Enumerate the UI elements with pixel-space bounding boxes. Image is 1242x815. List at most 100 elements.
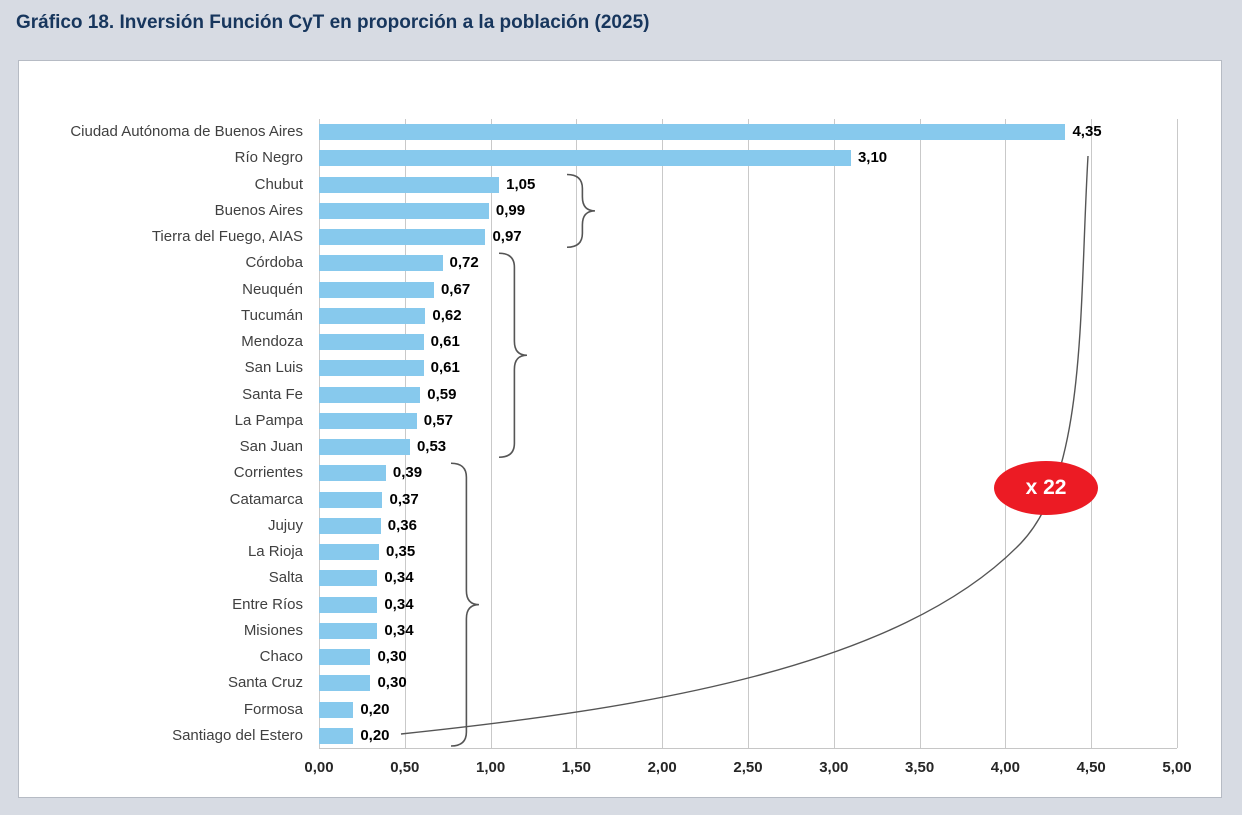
bar xyxy=(319,307,426,324)
value-label: 0,36 xyxy=(387,516,417,534)
bar xyxy=(319,517,381,534)
bar-row: 0,36 xyxy=(319,513,1177,539)
bar xyxy=(319,412,417,429)
category-label: Mendoza xyxy=(241,333,303,350)
category-label: Tierra del Fuego, AIAS xyxy=(151,228,303,245)
value-label: 0,67 xyxy=(440,280,471,298)
value-label: 0,61 xyxy=(430,333,460,350)
bar xyxy=(319,727,354,744)
bar-row: 0,20 xyxy=(319,723,1177,749)
bar-row: 0,62 xyxy=(319,303,1177,329)
x-tick-label: 1,50 xyxy=(561,759,591,776)
category-label: Buenos Aires xyxy=(214,201,303,219)
value-label: 0,57 xyxy=(423,411,453,429)
value-label: 0,20 xyxy=(360,726,390,744)
category-column: Ciudad Autónoma de Buenos Aires Río Negro… xyxy=(19,119,311,749)
bar xyxy=(319,544,380,561)
bar-row: 0,99 xyxy=(319,198,1177,224)
category-label: Entre Ríos xyxy=(232,595,303,613)
bar-row: 0,61 xyxy=(319,329,1177,355)
category-label: Corrientes xyxy=(233,464,303,482)
bar xyxy=(319,596,378,613)
x-tick-label: 0,50 xyxy=(390,759,420,776)
bar xyxy=(319,202,489,219)
category-label: Catamarca xyxy=(229,490,303,508)
x-tick-label: 2,50 xyxy=(733,759,763,776)
value-label: 0,35 xyxy=(386,543,416,560)
bar xyxy=(319,360,424,377)
bar-row: 3,10 xyxy=(319,145,1177,171)
category-label: Santiago del Estero xyxy=(172,726,303,744)
category-label: San Luis xyxy=(244,359,303,377)
bar xyxy=(319,386,421,403)
category-label: Formosa xyxy=(243,700,303,718)
value-label: 0,37 xyxy=(389,490,419,508)
bar xyxy=(319,439,410,456)
bar-row: 0,72 xyxy=(319,250,1177,276)
chart-panel: Ciudad Autónoma de Buenos Aires Río Negro… xyxy=(18,60,1222,798)
bar xyxy=(319,622,378,639)
bar-row: 0,57 xyxy=(319,408,1177,434)
category-label: Salta xyxy=(268,569,303,587)
value-label: 0,53 xyxy=(416,438,447,455)
bar-row: 0,53 xyxy=(319,434,1177,460)
bar-row: 0,35 xyxy=(319,539,1177,565)
value-label: 0,20 xyxy=(360,700,390,718)
value-label: 0,34 xyxy=(384,569,414,587)
value-label: 0,30 xyxy=(377,648,407,665)
bar xyxy=(319,465,386,482)
value-label: 0,97 xyxy=(492,228,522,245)
bar-row: 4,35 xyxy=(319,119,1177,145)
bar xyxy=(319,649,371,666)
category-label: Chaco xyxy=(259,648,303,665)
category-label: San Juan xyxy=(239,438,303,455)
bar-row: 0,34 xyxy=(319,592,1177,618)
bar xyxy=(319,491,383,508)
category-label: Neuquén xyxy=(242,280,303,298)
value-label: 0,62 xyxy=(432,306,462,324)
bar-row: 0,20 xyxy=(319,697,1177,723)
bar-row: 0,34 xyxy=(319,565,1177,591)
bar xyxy=(319,570,378,587)
category-label: Santa Fe xyxy=(242,385,303,403)
gridline xyxy=(319,119,320,748)
value-label: 3,10 xyxy=(857,149,888,167)
value-label: 0,34 xyxy=(384,595,414,613)
gridline xyxy=(1091,119,1093,748)
bar-row: 0,67 xyxy=(319,277,1177,303)
x-tick-label: 1,00 xyxy=(475,759,506,776)
plot-area: 4,35 3,10 1,05 0,99 0,97 0,72 0,67 0,62 0,61 0,61… xyxy=(319,119,1178,749)
bar-row: 0,61 xyxy=(319,355,1177,381)
category-label: Santa Cruz xyxy=(227,674,303,692)
category-label: Río Negro xyxy=(234,149,303,167)
page-title: Gráfico 18. Inversión Función CyT en pro… xyxy=(16,12,650,33)
x-tick-label: 3,00 xyxy=(819,759,849,776)
value-label: 0,61 xyxy=(430,359,460,377)
value-label: 0,72 xyxy=(449,254,479,272)
value-label: 0,30 xyxy=(377,674,407,692)
x-tick-label: 4,00 xyxy=(990,759,1020,776)
x-tick-label: 2,00 xyxy=(647,759,677,776)
bar xyxy=(319,150,851,167)
category-label: La Rioja xyxy=(247,543,303,560)
bar xyxy=(319,675,371,692)
x-axis: 0,00 0,50 1,00 1,50 2,00 2,50 3,00 3,50 4,00 4,50… xyxy=(19,759,1223,783)
category-label: Jujuy xyxy=(267,516,303,534)
category-label: Ciudad Autónoma de Buenos Aires xyxy=(70,123,303,140)
bar xyxy=(319,229,486,246)
category-label: Misiones xyxy=(243,621,303,639)
bar xyxy=(319,281,434,298)
x-tick-label: 5,00 xyxy=(1162,759,1192,776)
value-label: 0,99 xyxy=(495,201,526,219)
value-label: 4,35 xyxy=(1072,123,1102,140)
multiplier-badge: x 22 xyxy=(994,461,1098,515)
bar xyxy=(319,334,424,351)
multiplier-label: x 22 xyxy=(1025,476,1067,499)
bar xyxy=(319,255,443,272)
bar xyxy=(319,124,1066,141)
value-label: 1,05 xyxy=(506,175,536,193)
bar-row: 0,34 xyxy=(319,618,1177,644)
gridline xyxy=(1177,119,1178,748)
value-label: 0,34 xyxy=(384,621,414,639)
